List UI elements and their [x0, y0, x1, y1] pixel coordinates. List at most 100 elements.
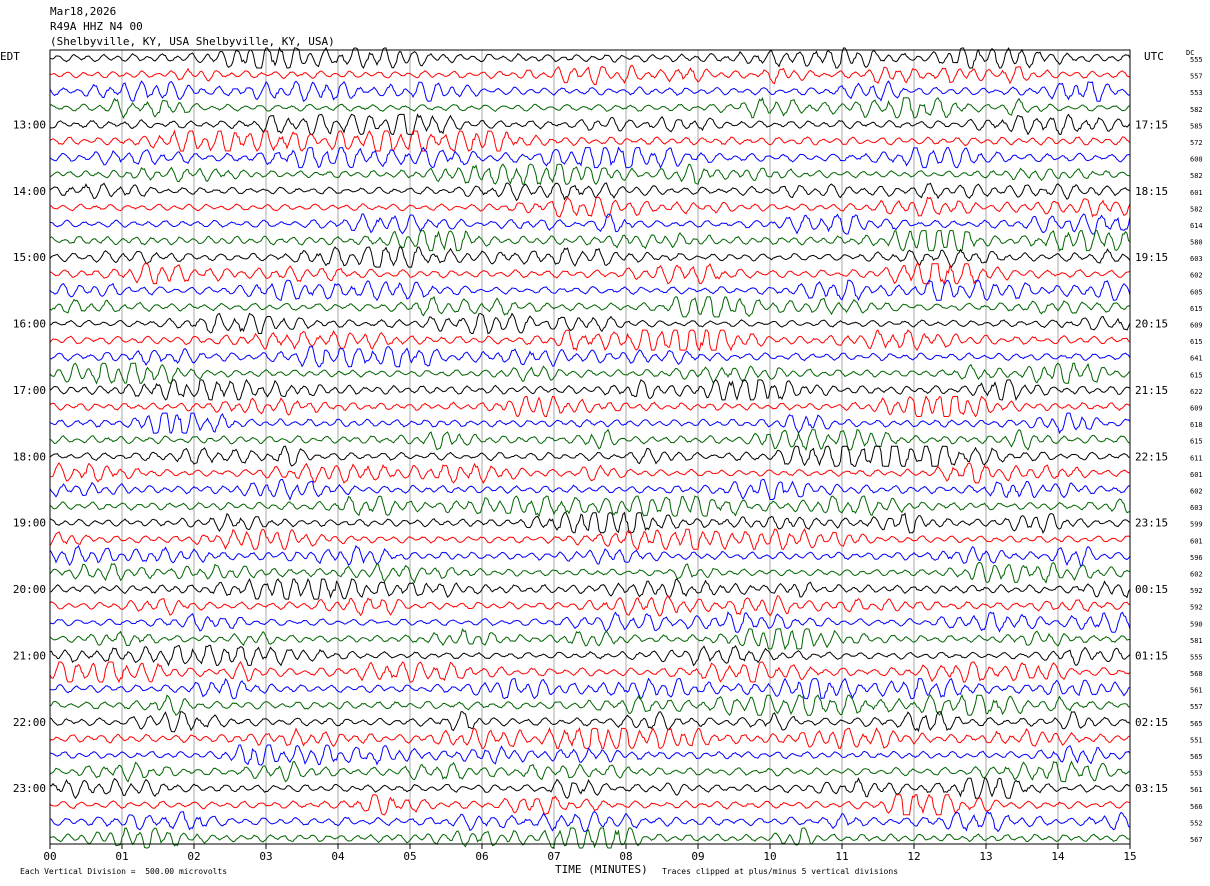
trace-dc-value: 592: [1190, 587, 1203, 595]
right-hour-label: 21:15: [1135, 384, 1168, 397]
seismic-trace: [49, 312, 1131, 335]
seismic-trace: [49, 611, 1131, 633]
trace-dc-value: 615: [1190, 338, 1203, 346]
right-hour-label: 17:15: [1135, 118, 1168, 131]
seismic-trace: [49, 461, 1131, 484]
left-hour-label: 13:00: [13, 118, 46, 131]
seismic-trace: [49, 46, 1131, 70]
seismic-trace: [49, 627, 1131, 651]
header-location: (Shelbyville, KY, USA Shelbyville, KY, U…: [50, 35, 335, 48]
trace-dc-value: 580: [1190, 239, 1203, 247]
trace-dc-value: 602: [1190, 272, 1203, 280]
trace-dc-value: 599: [1190, 521, 1203, 529]
trace-dc-value: 552: [1190, 819, 1203, 827]
trace-dc-value: 572: [1190, 139, 1203, 147]
trace-dc-value: 567: [1190, 836, 1203, 844]
trace-dc-value: 555: [1190, 56, 1203, 64]
x-tick-label: 13: [979, 850, 992, 863]
seismic-trace: [50, 827, 1131, 849]
right-hour-label: 02:15: [1135, 716, 1168, 729]
seismic-trace: [49, 726, 1131, 749]
seismic-trace: [49, 445, 1131, 467]
trace-dc-value: 615: [1190, 305, 1203, 313]
seismic-trace: [49, 412, 1131, 435]
x-tick-label: 08: [619, 850, 632, 863]
seismic-trace: [49, 677, 1131, 700]
trace-dc-value: 622: [1190, 388, 1203, 396]
x-tick-label: 15: [1123, 850, 1136, 863]
x-tick-label: 11: [835, 850, 848, 863]
x-axis-title: TIME (MINUTES): [555, 863, 648, 876]
seismic-trace: [49, 96, 1131, 119]
seismic-trace: [49, 511, 1131, 534]
x-tick-label: 01: [115, 850, 128, 863]
footer-scale-note: Each Vertical Division = 500.00 microvol…: [20, 867, 228, 876]
x-tick-label: 14: [1051, 850, 1065, 863]
trace-dc-value: 590: [1190, 620, 1203, 628]
left-hour-label: 23:00: [13, 782, 46, 795]
trace-dc-value: 615: [1190, 438, 1203, 446]
header-station: R49A HHZ N4 00: [50, 20, 143, 33]
right-hour-label: 19:15: [1135, 251, 1168, 264]
seismic-trace: [49, 693, 1131, 717]
dc-label: DC: [1186, 49, 1195, 57]
trace-dc-value: 555: [1190, 653, 1203, 661]
left-hour-label: 19:00: [13, 517, 46, 530]
seismic-trace: [49, 346, 1131, 368]
trace-dc-value: 581: [1190, 637, 1203, 645]
x-tick-label: 03: [259, 850, 272, 863]
trace-dc-value: 565: [1190, 753, 1203, 761]
trace-dc-value: 603: [1190, 255, 1203, 263]
trace-dc-value: 596: [1190, 554, 1203, 562]
seismic-trace: [49, 196, 1131, 218]
left-hour-label: 15:00: [13, 251, 46, 264]
seismic-trace: [49, 329, 1131, 352]
seismic-trace: [49, 428, 1131, 452]
seismic-trace: [49, 561, 1131, 584]
left-hour-label: 20:00: [13, 583, 46, 596]
trace-dc-value: 641: [1190, 355, 1203, 363]
right-hour-label: 22:15: [1135, 450, 1168, 463]
seismic-trace: [49, 362, 1131, 385]
seismic-trace: [49, 810, 1131, 833]
seismic-trace: [49, 744, 1131, 766]
trace-dc-value: 568: [1190, 670, 1203, 678]
trace-dc-value: 609: [1190, 322, 1203, 330]
seismic-trace: [49, 395, 1131, 418]
trace-dc-value: 561: [1190, 687, 1203, 695]
right-hour-label: 01:15: [1135, 649, 1168, 662]
trace-dc-value: 551: [1190, 736, 1203, 744]
left-hour-label: 14:00: [13, 185, 46, 198]
right-hour-label: 00:15: [1135, 583, 1168, 596]
seismic-trace: [49, 163, 1131, 186]
trace-dc-value: 565: [1190, 720, 1203, 728]
x-tick-label: 06: [475, 850, 488, 863]
trace-dc-value: 601: [1190, 189, 1203, 197]
trace-dc-value: 566: [1190, 803, 1203, 811]
right-hour-label: 18:15: [1135, 185, 1168, 198]
trace-dc-value: 602: [1190, 570, 1203, 578]
left-hour-label: 17:00: [13, 384, 46, 397]
right-hour-label: 20:15: [1135, 318, 1168, 331]
trace-dc-value: 557: [1190, 703, 1203, 711]
seismic-trace: [49, 64, 1131, 86]
trace-dc-value: 582: [1190, 172, 1203, 180]
left-hour-label: 16:00: [13, 318, 46, 331]
trace-dc-value: 609: [1190, 405, 1203, 413]
seismic-trace: [49, 594, 1131, 617]
trace-dc-value: 602: [1190, 487, 1203, 495]
seismic-trace: [49, 544, 1131, 567]
seismic-trace: [49, 644, 1131, 667]
trace-dc-value: 611: [1190, 454, 1203, 462]
seismic-trace: [49, 80, 1131, 102]
seismic-trace: [50, 213, 1131, 235]
header-date: Mar18,2026: [50, 5, 117, 18]
seismic-trace: [49, 295, 1131, 318]
trace-dc-value: 615: [1190, 371, 1203, 379]
x-tick-label: 10: [763, 850, 776, 863]
trace-dc-value: 592: [1190, 604, 1203, 612]
trace-dc-value: 605: [1190, 288, 1203, 296]
trace-dc-value: 600: [1190, 156, 1203, 164]
footer-clip-note: Traces clipped at plus/minus 5 vertical …: [662, 867, 899, 876]
